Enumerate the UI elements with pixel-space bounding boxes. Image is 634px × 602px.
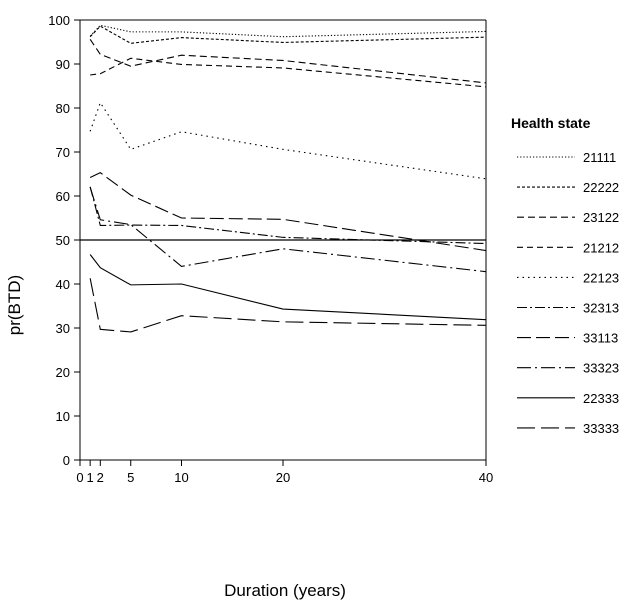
y-axis-ticks: 0 10 20 30 40 50 60 70 80 90 100 [48,13,80,468]
y-tick-label: 30 [56,321,70,336]
series-line-22222 [89,25,487,44]
series-line-22333 [89,254,487,321]
y-tick-label: 70 [56,145,70,160]
legend-label-33113: 33113 [583,331,618,346]
x-tick-label: 1 [87,470,94,485]
y-tick-label: 80 [56,101,70,116]
series-line-22123 [89,101,487,180]
legend: Health state 21111 22222 23122 21212 22123 32… [511,115,619,436]
x-axis-title: Duration (years) [224,581,346,600]
series-lines [89,24,487,333]
legend-label-22123: 22123 [583,270,619,285]
series-line-23122 [89,39,487,84]
y-tick-label: 90 [56,57,70,72]
x-tick-label: 10 [174,470,188,485]
legend-label-32313: 32313 [583,301,619,316]
legend-items: 21111 22222 23122 21212 22123 32313 33113 33323… [517,150,619,436]
legend-label-22333: 22333 [583,391,619,406]
legend-title: Health state [511,115,591,131]
x-tick-label: 2 [97,470,104,485]
y-tick-label: 50 [56,233,70,248]
x-tick-label: 0 [76,470,83,485]
legend-label-33333: 33333 [583,421,619,436]
series-line-33113 [89,172,487,252]
x-tick-label: 20 [276,470,290,485]
series-line-32313 [89,186,487,245]
y-axis-title: pr(BTD) [5,275,24,335]
legend-label-21212: 21212 [583,240,619,255]
legend-label-33323: 33323 [583,361,619,376]
y-tick-label: 60 [56,189,70,204]
series-line-21111 [89,24,487,38]
x-tick-label: 5 [127,470,134,485]
y-tick-label: 40 [56,277,70,292]
x-tick-label: 40 [479,470,493,485]
x-axis-ticks: 0 1 2 5 10 20 40 [76,460,493,485]
legend-label-21111: 21111 [583,150,616,165]
series-line-21212 [90,57,487,88]
series-line-33333 [89,278,487,333]
y-tick-label: 10 [56,409,70,424]
y-tick-label: 100 [48,13,70,28]
legend-label-23122: 23122 [583,210,619,225]
y-tick-label: 0 [63,453,70,468]
y-tick-label: 20 [56,365,70,380]
series-line-33323 [89,187,487,273]
legend-label-22222: 22222 [583,180,619,195]
